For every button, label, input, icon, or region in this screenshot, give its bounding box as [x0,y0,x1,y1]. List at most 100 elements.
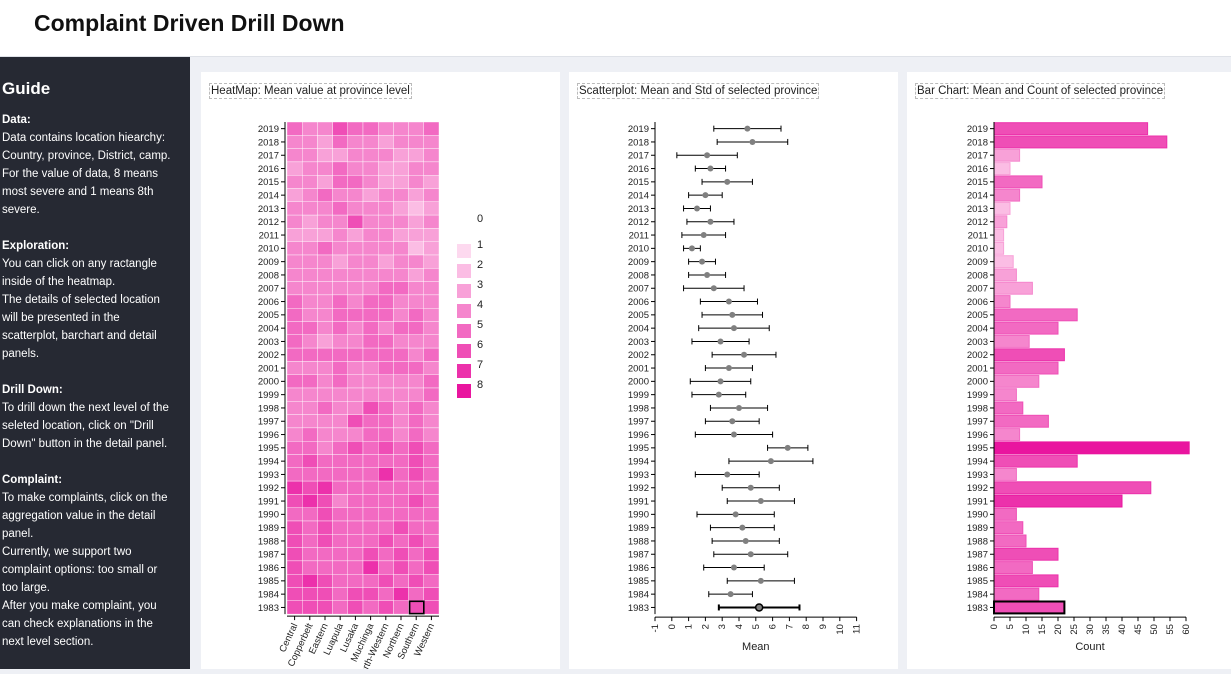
scatter-point[interactable] [729,418,736,425]
heatmap-cell[interactable] [377,507,394,522]
heatmap-cell[interactable] [286,454,303,469]
heatmap-cell[interactable] [393,494,409,508]
heatmap-cell[interactable] [301,387,318,402]
heatmap-cell[interactable] [408,480,425,495]
bar[interactable] [993,135,1168,149]
heatmap-cell[interactable] [332,307,349,322]
heatmap-cell[interactable] [347,214,364,229]
scatter-point[interactable] [741,351,748,358]
heatmap-cell[interactable] [317,294,333,309]
heatmap-cell[interactable] [301,161,318,176]
bar[interactable] [993,255,1014,269]
heatmap-cell[interactable] [317,188,333,203]
heatmap-cell[interactable] [362,268,379,282]
heatmap-cell[interactable] [347,307,364,322]
heatmap-cell[interactable] [317,121,333,136]
heatmap-cell[interactable] [377,574,394,588]
heatmap-cell[interactable] [423,600,440,615]
heatmap-cell[interactable] [377,587,394,602]
heatmap-cell[interactable] [377,334,394,349]
bar[interactable] [993,441,1190,455]
heatmap-cell[interactable] [362,507,379,522]
scatter-point[interactable] [700,232,707,239]
heatmap-cell[interactable] [286,214,303,229]
heatmap-cell[interactable] [301,467,318,482]
heatmap-cell[interactable] [362,214,379,229]
heatmap-cell[interactable] [362,414,379,429]
heatmap-cell[interactable] [362,161,379,176]
heatmap-selected-cell[interactable] [408,600,425,615]
heatmap-cell[interactable] [301,347,318,362]
heatmap-cell[interactable] [347,507,364,522]
heatmap-cell[interactable] [301,414,318,429]
heatmap-cell[interactable] [393,201,409,216]
heatmap-cell[interactable] [377,494,394,508]
heatmap-cell[interactable] [408,135,425,149]
heatmap-cell[interactable] [317,494,333,508]
heatmap-cell[interactable] [393,268,409,282]
heatmap-cell[interactable] [377,268,394,282]
heatmap-cell[interactable] [423,547,440,562]
bar[interactable] [993,241,1005,255]
heatmap-cell[interactable] [286,494,303,508]
heatmap-cell[interactable] [362,454,379,469]
heatmap-cell[interactable] [301,574,318,588]
heatmap-cell[interactable] [423,281,440,296]
scatter-point[interactable] [744,125,751,132]
heatmap-cell[interactable] [393,374,409,389]
heatmap-cell[interactable] [377,254,394,269]
heatmap-cell[interactable] [393,507,409,522]
scatter-point[interactable] [717,338,724,345]
heatmap-cell[interactable] [408,201,425,216]
heatmap-cell[interactable] [377,148,394,163]
heatmap-cell[interactable] [301,507,318,522]
heatmap-cell[interactable] [317,560,333,575]
heatmap-cell[interactable] [301,334,318,349]
heatmap-cell[interactable] [347,414,364,429]
scatter-point[interactable] [739,524,746,531]
heatmap-cell[interactable] [286,401,303,415]
heatmap-cell[interactable] [423,121,440,136]
heatmap-cell[interactable] [423,161,440,176]
heatmap-cell[interactable] [393,254,409,269]
heatmap-cell[interactable] [408,121,425,136]
heatmap-cell[interactable] [347,201,364,216]
bar[interactable] [993,361,1059,375]
bar[interactable] [993,428,1021,442]
heatmap-cell[interactable] [332,201,349,216]
heatmap-cell[interactable] [377,174,394,189]
heatmap-cell[interactable] [347,188,364,203]
heatmap-cell[interactable] [393,121,409,136]
heatmap-cell[interactable] [393,241,409,256]
heatmap-cell[interactable] [317,161,333,176]
heatmap-cell[interactable] [317,148,333,163]
heatmap-cell[interactable] [332,587,349,602]
heatmap-cell[interactable] [393,214,409,229]
bar[interactable] [993,268,1017,282]
bar[interactable] [993,481,1152,495]
heatmap-cell[interactable] [347,268,364,282]
heatmap-cell[interactable] [423,201,440,216]
heatmap-cell[interactable] [377,547,394,562]
scatter-point[interactable] [757,577,764,584]
heatmap-cell[interactable] [301,427,318,442]
heatmap-cell[interactable] [362,600,379,615]
bar[interactable] [993,321,1059,335]
heatmap-cell[interactable] [362,241,379,256]
heatmap-cell[interactable] [362,347,379,362]
heatmap-cell[interactable] [332,294,349,309]
heatmap-cell[interactable] [347,534,364,548]
heatmap-cell[interactable] [408,268,425,282]
heatmap-cell[interactable] [286,174,303,189]
heatmap-cell[interactable] [408,507,425,522]
heatmap-cell[interactable] [347,574,364,588]
bar[interactable] [993,574,1059,588]
heatmap-cell[interactable] [286,560,303,575]
heatmap-cell[interactable] [408,427,425,442]
heatmap-cell[interactable] [347,454,364,469]
heatmap-cell[interactable] [377,214,394,229]
scatter-point[interactable] [754,603,764,612]
heatmap-cell[interactable] [423,560,440,575]
heatmap-cell[interactable] [347,387,364,402]
heatmap-cell[interactable] [347,174,364,189]
